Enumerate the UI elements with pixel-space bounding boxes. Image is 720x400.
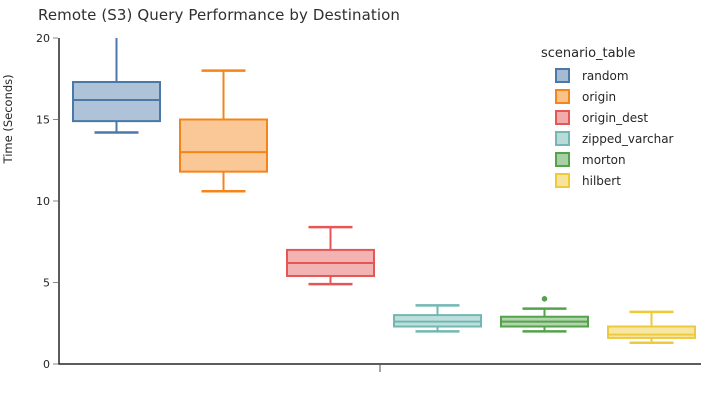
- box: [607, 325, 696, 339]
- chart-title: Remote (S3) Query Performance by Destina…: [38, 6, 400, 24]
- legend-swatch-icon: [555, 152, 570, 167]
- boxplot-origin_dest: [286, 225, 375, 286]
- y-axis-tick-label: 15: [36, 114, 50, 127]
- legend-item-hilbert: hilbert: [555, 173, 673, 188]
- legend-label: zipped_varchar: [582, 131, 674, 146]
- box: [179, 118, 268, 173]
- y-axis-tick-label: 20: [36, 32, 50, 45]
- legend-swatch-icon: [555, 131, 570, 146]
- boxplot-zipped_varchar: [393, 304, 482, 333]
- legend-item-random: random: [555, 68, 673, 83]
- legend-swatch-icon: [555, 173, 570, 188]
- legend-swatch-icon: [555, 68, 570, 83]
- box: [72, 81, 161, 123]
- legend-title: scenario_table: [541, 46, 636, 61]
- y-axis-tick-label: 0: [43, 358, 50, 371]
- y-axis-tick-label: 5: [43, 277, 50, 290]
- legend-label: origin_dest: [582, 110, 649, 125]
- boxplot-morton: [500, 296, 589, 333]
- legend-label: morton: [582, 152, 626, 167]
- boxplot-origin: [179, 69, 268, 193]
- legend-label: origin: [582, 89, 617, 104]
- outlier-point: [541, 296, 548, 302]
- legend-label: random: [582, 68, 629, 83]
- y-axis-tick-label: 10: [36, 195, 50, 208]
- legend-item-origin_dest: origin_dest: [555, 110, 673, 125]
- legend-label: hilbert: [582, 173, 621, 188]
- legend-swatch-icon: [555, 89, 570, 104]
- boxplot-random: [72, 38, 161, 134]
- legend-item-morton: morton: [555, 152, 673, 167]
- legend-swatch-icon: [555, 110, 570, 125]
- boxplot-hilbert: [607, 310, 696, 345]
- legend-item-zipped_varchar: zipped_varchar: [555, 131, 673, 146]
- legend-item-origin: origin: [555, 89, 673, 104]
